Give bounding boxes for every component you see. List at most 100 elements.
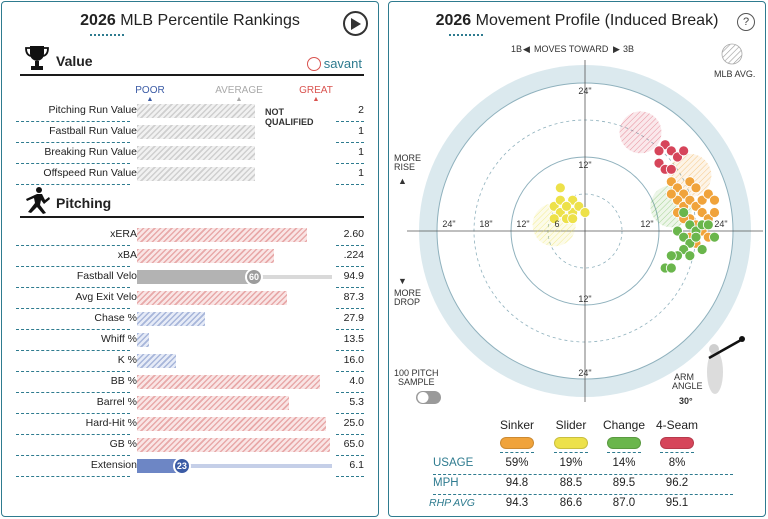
pitch-point-sinker[interactable] <box>690 182 702 194</box>
pitch-point-sinker[interactable] <box>665 188 677 200</box>
savant-logo[interactable]: savant <box>306 56 362 71</box>
arm-angle-label-2: ANGLE <box>672 381 703 391</box>
value-metric-row[interactable]: Offspeed Run Value 1 <box>16 164 364 185</box>
percentile-bar <box>137 104 255 118</box>
row-divider <box>336 266 364 267</box>
pitch-point-change[interactable] <box>678 207 690 218</box>
pitching-metric-row[interactable]: Chase % 27.9 <box>16 309 364 330</box>
pitching-metric-row[interactable]: GB % 65.0 <box>16 435 364 456</box>
axis-label-left-12: 12" <box>516 219 529 229</box>
metric-label: xERA <box>110 228 137 240</box>
pitching-metric-row[interactable]: Extension 23 6.1 <box>16 456 364 477</box>
pitch-table-cell: 8% <box>668 457 686 469</box>
pitch-table-cell: 14% <box>612 457 636 469</box>
pitching-metric-row[interactable]: Barrel % 5.3 <box>16 393 364 414</box>
pitching-metric-row[interactable]: Hard-Hit % 25.0 <box>16 414 364 435</box>
row-divider <box>336 371 364 372</box>
row-divider <box>16 245 130 246</box>
pitching-metric-row[interactable]: K % 16.0 <box>16 351 364 372</box>
percentile-bar <box>137 146 255 160</box>
pitch-point-slider[interactable] <box>579 207 591 218</box>
value-metric-row[interactable]: Pitching Run Value NOT QUALIFIED 2 <box>16 101 364 127</box>
pitching-metric-row[interactable]: Whiff % 13.5 <box>16 330 364 351</box>
sample-toggle[interactable] <box>416 391 441 404</box>
pitch-table-cell: 59% <box>505 457 529 469</box>
row-divider <box>16 266 130 267</box>
pitch-table-cell: 95.1 <box>665 497 689 509</box>
pitching-metric-row[interactable]: xBA .224 <box>16 246 364 267</box>
more-drop-1: MORE <box>394 288 421 298</box>
percentile-track <box>137 228 332 242</box>
chip-underline <box>500 452 534 453</box>
pitch-point-4-seam[interactable] <box>665 163 677 175</box>
axis-label-left-18: 18" <box>479 219 492 229</box>
pitch-point-change[interactable] <box>709 231 720 243</box>
metric-label: GB % <box>109 438 137 450</box>
pitch-point-4-seam[interactable] <box>653 145 665 157</box>
sample-label-1: 100 PITCH <box>394 368 439 378</box>
moves-3b: 3B <box>623 44 634 54</box>
help-button[interactable]: ? <box>737 13 755 31</box>
percentile-bar <box>137 228 307 242</box>
drop-arrow-icon: ▼ <box>398 276 407 286</box>
row-divider <box>16 308 130 309</box>
pitch-table-cell: 87.0 <box>612 497 636 509</box>
pitch-table-cell: 94.8 <box>505 477 529 489</box>
row-divider <box>16 163 130 164</box>
row-divider <box>16 121 130 122</box>
pitch-point-slider[interactable] <box>561 200 572 212</box>
pitch-point-sinker[interactable] <box>709 207 720 218</box>
more-rise-1: MORE <box>394 153 421 163</box>
pitch-table-cell: 94.3 <box>505 497 529 509</box>
percentile-track <box>137 312 332 326</box>
pitch-point-change[interactable] <box>665 262 677 274</box>
pitch-point-sinker[interactable] <box>709 194 720 206</box>
percentile-bar <box>137 396 290 410</box>
arm-angle-value: 30° <box>679 396 693 406</box>
percentile-bar <box>137 354 176 368</box>
percentile-track <box>137 291 332 305</box>
metric-value: 27.9 <box>343 312 364 324</box>
metric-label: Avg Exit Velo <box>75 291 137 303</box>
pitch-color-chip[interactable] <box>500 437 534 449</box>
pitching-metric-row[interactable]: BB % 4.0 <box>16 372 364 393</box>
value-metric-row[interactable]: Breaking Run Value 1 <box>16 143 364 164</box>
value-metric-row[interactable]: Fastball Run Value 1 <box>16 122 364 143</box>
row-divider <box>336 163 364 164</box>
pitching-metric-row[interactable]: Avg Exit Velo 87.3 <box>16 288 364 309</box>
pitch-color-chip[interactable] <box>607 437 641 449</box>
pitch-point-slider[interactable] <box>548 213 560 225</box>
savant-brand: savant <box>323 56 362 71</box>
pitch-table-cell: 89.5 <box>612 477 636 489</box>
pitch-table-cell: 88.5 <box>559 477 583 489</box>
pitch-color-chip[interactable] <box>554 437 588 449</box>
pitch-point-slider[interactable] <box>567 213 579 225</box>
pitch-point-change[interactable] <box>665 250 677 262</box>
value-section-label: Value <box>56 53 93 69</box>
pitching-metric-row[interactable]: xERA 2.60 <box>16 225 364 246</box>
row-divider <box>16 371 130 372</box>
pitch-point-4-seam[interactable] <box>678 145 690 157</box>
metric-label: BB % <box>110 375 137 387</box>
pitch-point-slider[interactable] <box>554 182 566 194</box>
metric-label: K % <box>117 354 137 366</box>
metric-value: 2.60 <box>343 228 364 240</box>
row-divider <box>336 245 364 246</box>
row-divider <box>16 413 130 414</box>
pitch-table-row-label: MPH <box>433 477 459 489</box>
pitch-table-cell: 86.6 <box>559 497 583 509</box>
play-button[interactable] <box>343 11 368 36</box>
percentile-badge: 60 <box>245 268 263 286</box>
scale-great: GREAT ▲ <box>299 85 333 103</box>
pitch-color-chip[interactable] <box>660 437 694 449</box>
axis-label-left-24: 24" <box>442 219 455 229</box>
pitch-point-change[interactable] <box>702 219 714 231</box>
pitch-point-change[interactable] <box>690 231 702 243</box>
movement-profile-card: 2026 Movement Profile (Induced Break) ? … <box>388 1 766 517</box>
pitch-point-change[interactable] <box>696 244 708 255</box>
pitching-metric-row[interactable]: Fastball Velo 60 94.9 <box>16 267 364 288</box>
percentile-track <box>137 167 332 181</box>
arm-angle-label-1: ARM <box>674 372 694 382</box>
pitch-point-change[interactable] <box>684 250 696 262</box>
percentile-bar <box>137 438 331 452</box>
